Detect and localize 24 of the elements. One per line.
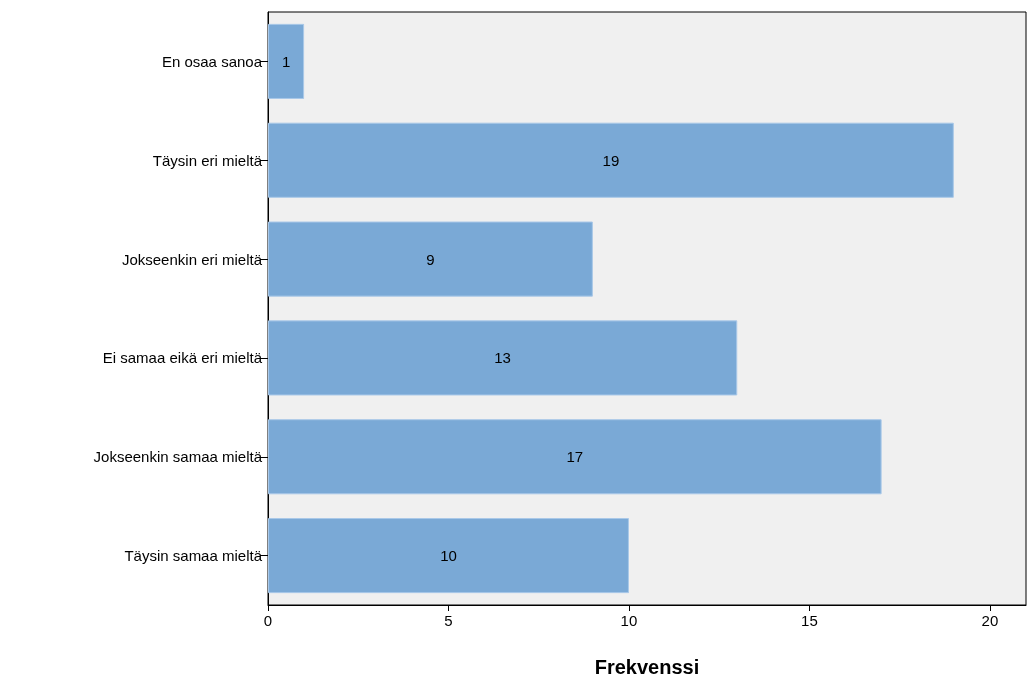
- x-tick-label: 15: [801, 612, 818, 629]
- y-tick-label: Jokseenkin eri mieltä: [121, 250, 263, 268]
- x-axis-title: Frekvenssi: [594, 656, 700, 678]
- data-label: 9: [426, 250, 435, 268]
- data-label: 13: [494, 349, 511, 367]
- data-label: 19: [602, 151, 620, 169]
- y-tick-label: Ei samaa eikä eri mieltä: [102, 349, 263, 367]
- y-tick-label: En osaa sanoa: [161, 52, 263, 70]
- x-tick-label: 10: [620, 612, 638, 629]
- bar: [268, 23, 305, 99]
- data-label: 10: [440, 547, 457, 565]
- y-tick-label: Jokseenkin samaa mieltä: [93, 448, 263, 466]
- bar: [268, 518, 629, 594]
- bar: [268, 221, 593, 297]
- bar: [268, 419, 882, 495]
- x-tick-label: 0: [263, 612, 273, 629]
- data-label: 17: [566, 448, 584, 466]
- bar: [268, 122, 954, 198]
- x-tick-label: 20: [981, 612, 999, 629]
- bar: [268, 320, 738, 396]
- x-tick-label: 5: [444, 612, 453, 629]
- y-tick-label: Täysin samaa mieltä: [124, 547, 263, 565]
- y-tick-label: Täysin eri mieltä: [152, 151, 263, 169]
- data-label: 1: [281, 52, 291, 70]
